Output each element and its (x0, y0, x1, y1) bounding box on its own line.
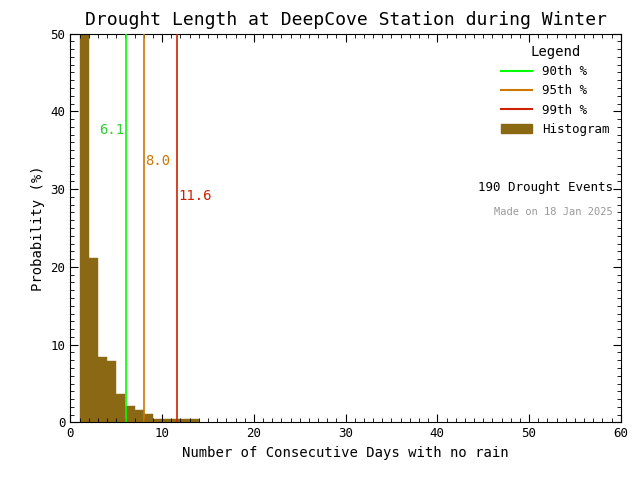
Text: Made on 18 Jan 2025: Made on 18 Jan 2025 (494, 206, 612, 216)
Bar (172, 419, 180, 422)
Bar (125, 406, 134, 422)
Bar (89, 258, 98, 422)
Bar (180, 419, 189, 422)
Bar (189, 419, 199, 422)
Bar (116, 394, 125, 422)
Bar (79, 34, 89, 422)
Text: 190 Drought Events: 190 Drought Events (477, 181, 612, 194)
Title: Drought Length at DeepCove Station during Winter: Drought Length at DeepCove Station durin… (84, 11, 607, 29)
Bar (153, 419, 162, 422)
X-axis label: Number of Consecutive Days with no rain: Number of Consecutive Days with no rain (182, 446, 509, 460)
Text: 8.0: 8.0 (145, 154, 170, 168)
Bar (107, 361, 116, 422)
Y-axis label: Probability (%): Probability (%) (31, 165, 45, 291)
Text: 6.1: 6.1 (99, 123, 125, 137)
Text: 11.6: 11.6 (178, 189, 212, 203)
Bar (98, 357, 107, 422)
Bar (162, 419, 172, 422)
Legend: 90th %, 95th %, 99th %, Histogram: 90th %, 95th %, 99th %, Histogram (496, 40, 614, 141)
Bar (134, 410, 144, 422)
Bar (144, 414, 153, 422)
